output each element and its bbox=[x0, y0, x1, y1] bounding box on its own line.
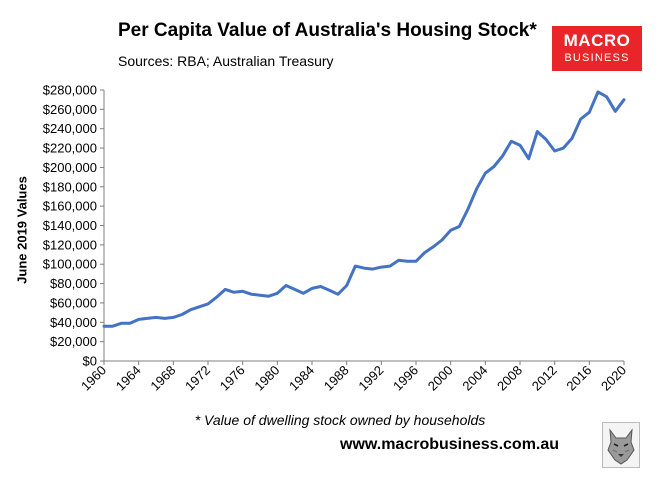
y-tick-label: $20,000 bbox=[50, 334, 97, 349]
y-tick-label: $200,000 bbox=[43, 160, 97, 175]
logo-line2: BUSINESS bbox=[564, 52, 630, 64]
macrobusiness-logo: MACRO BUSINESS bbox=[552, 26, 642, 71]
x-tick-label: 1984 bbox=[286, 363, 317, 394]
y-tick-label: $180,000 bbox=[43, 179, 97, 194]
x-tick-label: 2016 bbox=[563, 363, 594, 394]
y-tick-label: $260,000 bbox=[43, 102, 97, 117]
y-tick-label: $100,000 bbox=[43, 257, 97, 272]
y-tick-label: $80,000 bbox=[50, 276, 97, 291]
y-tick-label: $120,000 bbox=[43, 237, 97, 252]
y-tick-label: $60,000 bbox=[50, 295, 97, 310]
x-tick-label: 1980 bbox=[251, 363, 282, 394]
y-tick-label: $220,000 bbox=[43, 141, 97, 156]
logo-line1: MACRO bbox=[563, 31, 631, 50]
x-tick-label: 1976 bbox=[217, 363, 248, 394]
chart-subtitle: Sources: RBA; Australian Treasury bbox=[118, 53, 334, 69]
chart-title: Per Capita Value of Australia's Housing … bbox=[118, 20, 537, 41]
y-tick-label: $280,000 bbox=[43, 83, 97, 98]
x-tick-label: 1988 bbox=[321, 363, 352, 394]
x-tick-label: 2012 bbox=[529, 363, 560, 394]
y-tick-label: $160,000 bbox=[43, 199, 97, 214]
series-line bbox=[102, 90, 626, 328]
x-tick-label: 2004 bbox=[459, 363, 490, 394]
y-tick-label: $240,000 bbox=[43, 121, 97, 136]
wolf-icon bbox=[602, 422, 640, 468]
y-tick-label: $0 bbox=[83, 354, 97, 369]
x-tick-label: 1972 bbox=[182, 363, 213, 394]
x-tick-label: 2008 bbox=[494, 363, 525, 394]
website-url: www.macrobusiness.com.au bbox=[340, 436, 560, 453]
x-tick-label: 2000 bbox=[425, 363, 456, 394]
x-tick-label: 2020 bbox=[598, 363, 629, 394]
y-tick-label: $40,000 bbox=[50, 315, 97, 330]
x-tick-label: 1964 bbox=[113, 363, 144, 394]
x-tick-label: 1968 bbox=[147, 363, 178, 394]
x-tick-label: 1996 bbox=[390, 363, 421, 394]
footnote: * Value of dwelling stock owned by house… bbox=[194, 412, 486, 428]
y-tick-label: $140,000 bbox=[43, 218, 97, 233]
x-tick-label: 1992 bbox=[355, 363, 386, 394]
